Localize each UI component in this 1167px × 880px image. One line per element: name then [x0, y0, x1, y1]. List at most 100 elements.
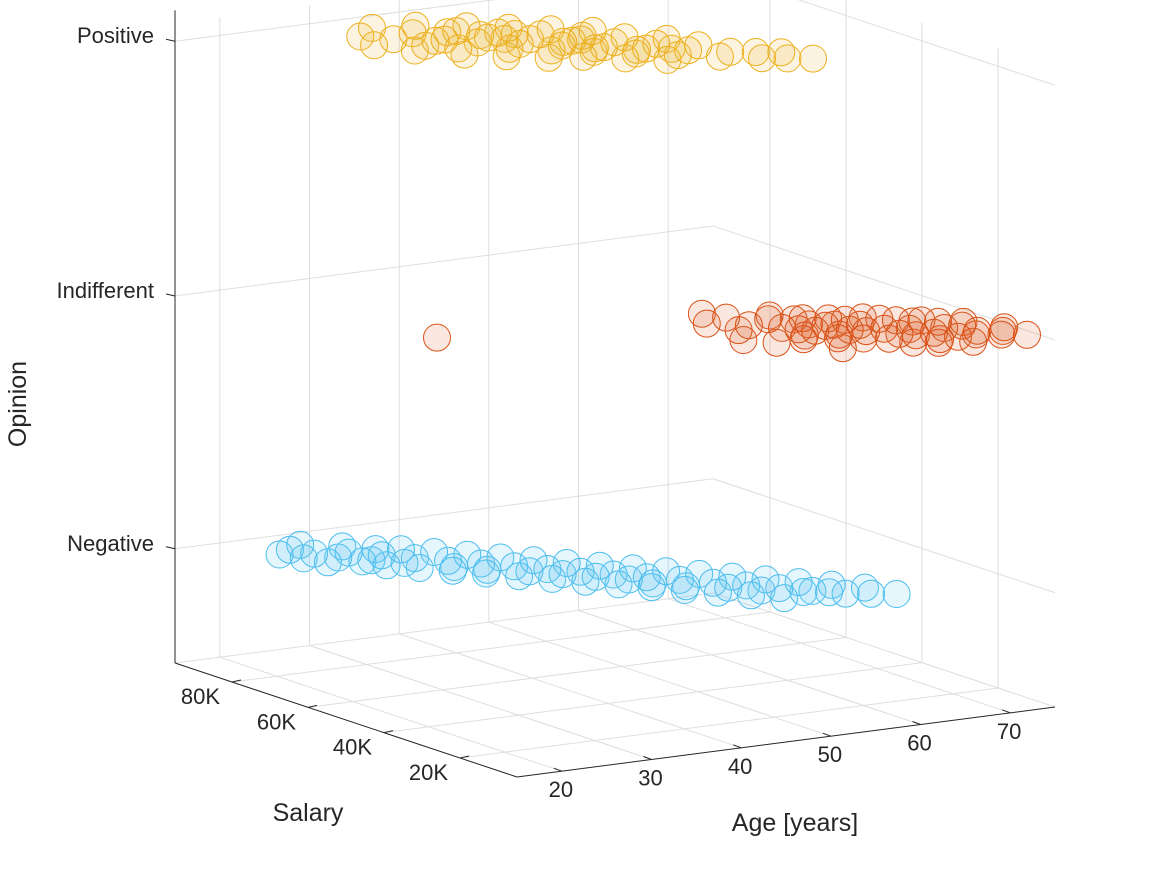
- data-point: [712, 303, 741, 332]
- data-point: [799, 44, 827, 73]
- data-point: [534, 43, 563, 72]
- data-point: [718, 562, 747, 591]
- data-point: [438, 556, 467, 585]
- data-point: [748, 44, 776, 73]
- data-point: [857, 579, 886, 608]
- z-tick-label: Positive: [77, 23, 154, 48]
- data-point: [831, 579, 860, 608]
- y-tick-mark: [307, 704, 318, 708]
- x-tick-mark: [912, 721, 921, 725]
- data-point: [265, 540, 294, 569]
- data-point: [703, 578, 732, 607]
- data-point: [944, 322, 972, 351]
- data-point: [611, 44, 640, 73]
- data-point: [313, 548, 342, 577]
- y-tick-label: 60K: [257, 709, 296, 734]
- data-point: [751, 565, 780, 594]
- data-point: [430, 25, 459, 54]
- data-point: [604, 570, 633, 599]
- y-tick-mark: [231, 679, 242, 683]
- grid-line: [712, 478, 1056, 594]
- grid-line: [307, 636, 847, 708]
- x-axis-line: [516, 706, 1056, 778]
- grid-lines: [174, 0, 1056, 772]
- grid-line: [712, 592, 1056, 708]
- data-point: [492, 42, 521, 71]
- data-point: [420, 538, 449, 566]
- x-tick-label: 40: [728, 754, 752, 779]
- data-point: [1013, 320, 1041, 349]
- z-tick-label: Indifferent: [57, 278, 154, 303]
- x-tick-label: 30: [638, 766, 662, 791]
- z-tick-mark: [165, 38, 176, 42]
- x-tick-mark: [1001, 709, 1011, 714]
- data-point: [789, 325, 818, 354]
- data-point: [423, 323, 451, 352]
- grid-line: [174, 225, 714, 297]
- data-point: [899, 328, 928, 357]
- data-point: [400, 36, 429, 65]
- data-point: [828, 334, 857, 363]
- data-point: [571, 567, 600, 596]
- data-point: [789, 578, 818, 606]
- data-point: [472, 559, 500, 588]
- data-point: [538, 564, 567, 593]
- data-point: [987, 320, 1016, 349]
- data-point: [618, 554, 647, 583]
- data-point: [495, 34, 524, 63]
- data-point: [537, 36, 566, 65]
- y-axis-line: [174, 662, 518, 778]
- data-point: [773, 44, 802, 73]
- data-point: [357, 546, 386, 575]
- grid-line: [459, 687, 999, 759]
- data-point: [705, 42, 734, 71]
- tick-labels: 20 30 40 50 60 70 20K 40K 60K 80K Negative Indiffer…: [57, 23, 1022, 802]
- data-point: [552, 549, 581, 577]
- data-point: [770, 584, 799, 613]
- data-point: [882, 580, 911, 608]
- x-tick-mark: [732, 744, 742, 749]
- data-point: [372, 551, 401, 580]
- data-points: [265, 11, 1041, 613]
- data-point: [405, 554, 434, 582]
- x-tick-mark: [553, 767, 563, 772]
- data-point: [360, 31, 389, 60]
- x-tick-label: 20: [549, 777, 573, 802]
- data-point: [907, 306, 936, 335]
- data-point: [875, 324, 903, 353]
- data-point: [762, 328, 791, 357]
- y-tick-mark: [383, 730, 394, 734]
- data-point: [948, 311, 977, 340]
- x-tick-label: 60: [907, 731, 931, 756]
- data-point: [585, 551, 614, 580]
- data-point: [569, 42, 598, 71]
- data-point: [767, 38, 796, 67]
- data-point: [849, 324, 878, 353]
- grid-line: [383, 662, 923, 734]
- x-axis-label: Age [years]: [732, 809, 858, 837]
- data-point: [450, 40, 479, 69]
- data-point: [881, 306, 910, 335]
- data-point: [637, 573, 666, 602]
- data-point: [289, 544, 318, 573]
- z-axis-label: Opinion: [4, 361, 32, 447]
- grid-line: [712, 225, 1056, 341]
- grid-line: [488, 621, 831, 737]
- x-tick-mark: [822, 732, 832, 737]
- x-tick-mark: [643, 756, 652, 760]
- data-point: [348, 547, 377, 576]
- data-point: [444, 34, 473, 63]
- data-point: [653, 45, 682, 74]
- grid-line: [578, 610, 921, 725]
- data-point: [670, 575, 699, 604]
- data-point: [850, 573, 879, 602]
- data-point: [959, 327, 988, 356]
- data-point: [505, 562, 534, 591]
- data-point: [924, 328, 953, 357]
- data-point: [815, 578, 843, 607]
- data-point: [798, 576, 827, 605]
- y-axis-label: Salary: [273, 799, 344, 827]
- grid-line: [231, 611, 771, 683]
